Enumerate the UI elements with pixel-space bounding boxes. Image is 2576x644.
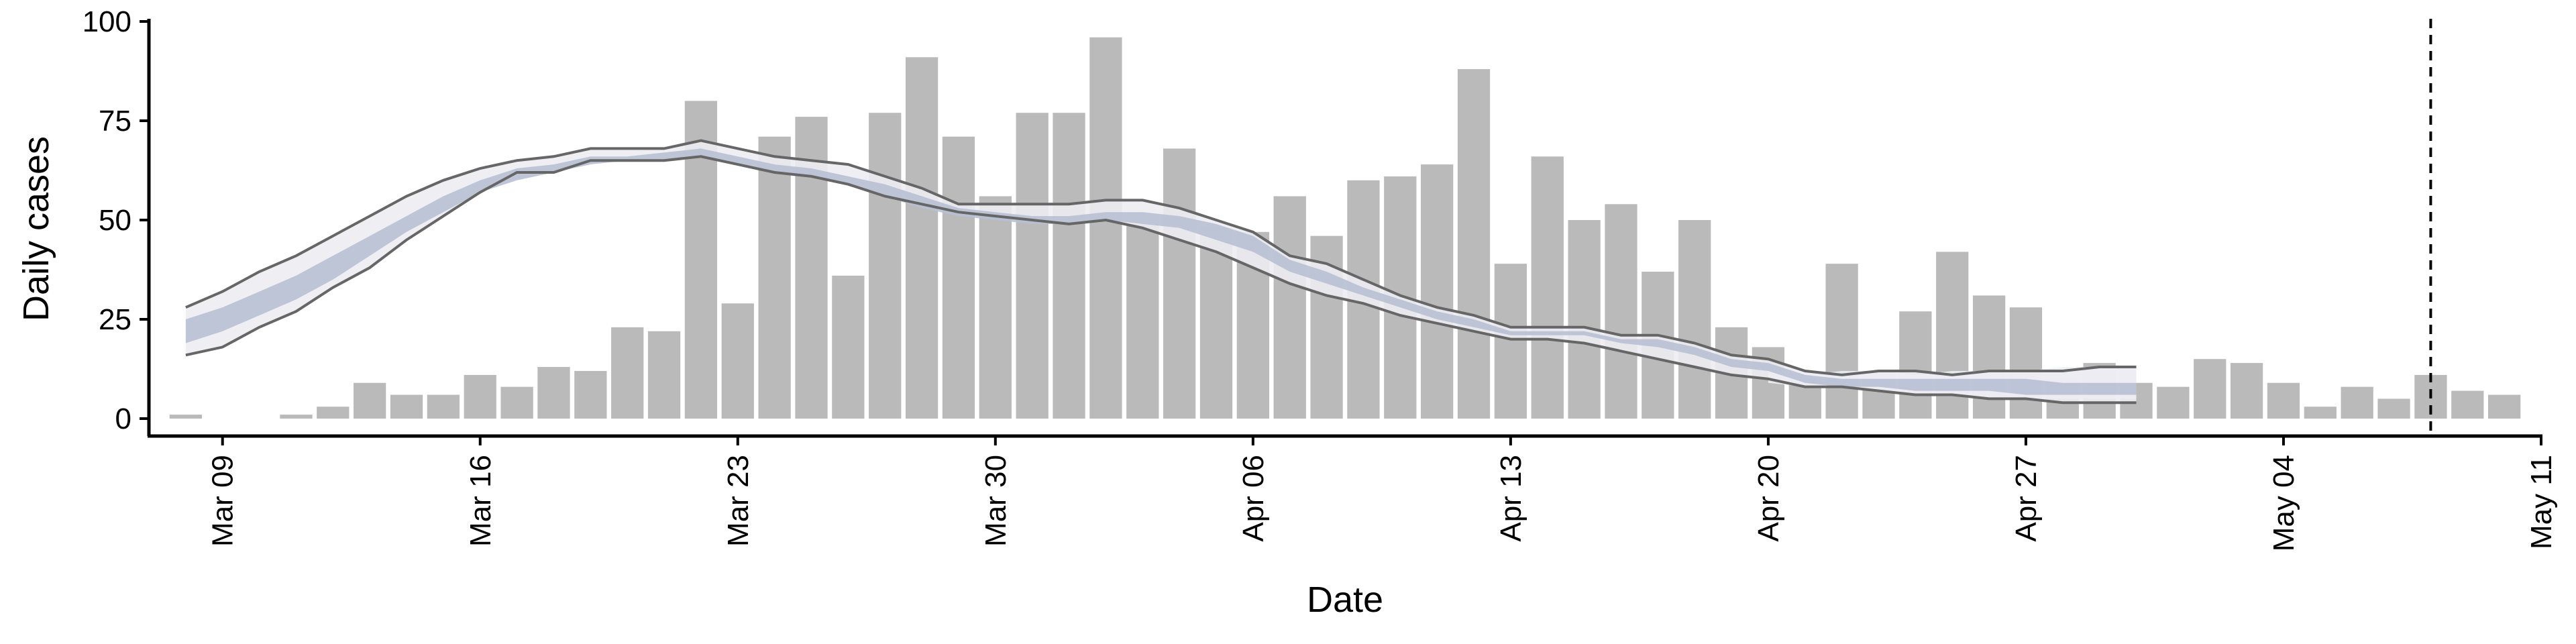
case-bar [758,136,791,419]
x-tick-label: Mar 30 [979,455,1012,547]
estimate-lines-layer [185,139,2137,405]
case-bar [574,370,607,419]
case-bar [537,367,570,419]
x-tick-label: Mar 16 [464,455,497,547]
case-bar [2009,307,2043,419]
x-axis-title: Date [1307,580,1383,620]
case-bar [1825,264,1858,419]
case-bar [1457,69,1491,419]
case-bar [1531,156,1564,419]
case-bar [2304,407,2337,419]
case-bar [942,136,975,419]
x-tick-label: Apr 27 [2010,455,2043,542]
x-tick-label: Apr 06 [1237,455,1270,542]
axes-layer [147,19,2542,438]
case-bar [464,374,496,419]
bars-layer [169,37,2521,419]
case-bar [354,382,386,419]
lower-bound-line [185,155,2137,405]
case-bar [2488,394,2521,419]
y-tick-label: 100 [83,5,131,38]
case-bar [611,327,644,419]
case-bar [1016,113,1049,419]
case-bar [2377,398,2410,419]
x-tick-label: May 04 [2267,455,2300,551]
case-bar [1089,37,1122,419]
case-bar [2157,386,2190,419]
case-bar [1678,220,1711,419]
case-bar [832,275,865,419]
case-bar [427,394,460,419]
upper-bound-line [185,139,2137,376]
case-bar [1199,227,1233,419]
x-ticks: Mar 09 Mar 16 Mar 23 Mar 30 Apr 06 Apr 13 Apr … [207,436,2558,551]
y-tick-label: 50 [99,204,131,237]
y-axis-title: Daily cases [16,136,56,321]
case-bar [1126,223,1159,419]
case-bar [317,407,350,419]
case-bar [2267,382,2300,419]
x-tick-label: Mar 09 [207,455,239,547]
case-bar [1568,220,1601,419]
case-bar [721,303,754,419]
case-bar [1899,311,1932,419]
y-tick-label: 0 [115,402,131,435]
case-bar [869,113,902,419]
y-tick-label: 75 [99,105,131,138]
case-bar [280,415,313,419]
x-tick-label: Apr 20 [1752,455,1785,542]
x-tick-label: May 11 [2525,455,2558,549]
case-bar [1972,295,2006,419]
outer-credible-band [185,140,2137,403]
case-bar [2341,386,2373,419]
case-bar [1494,264,1527,419]
estimate-band-layer [185,140,2137,403]
case-bar [1273,196,1306,419]
x-tick-label: Mar 23 [722,455,755,547]
case-bar [979,196,1012,419]
case-bar [647,331,681,419]
case-bar [1163,148,1196,419]
x-tick-label: Apr 13 [1495,455,1527,542]
case-bar [2451,390,2484,419]
case-bar [500,386,533,419]
case-bar [1421,164,1454,419]
case-bar [1605,204,1638,419]
case-bar [1053,113,1085,419]
y-ticks: 0 25 50 75 100 [83,5,149,435]
case-bar [390,394,423,419]
case-bar [905,57,938,419]
case-bar [169,415,202,419]
y-tick-label: 25 [99,303,131,336]
case-bar [2230,363,2263,419]
case-bar [2194,359,2226,419]
